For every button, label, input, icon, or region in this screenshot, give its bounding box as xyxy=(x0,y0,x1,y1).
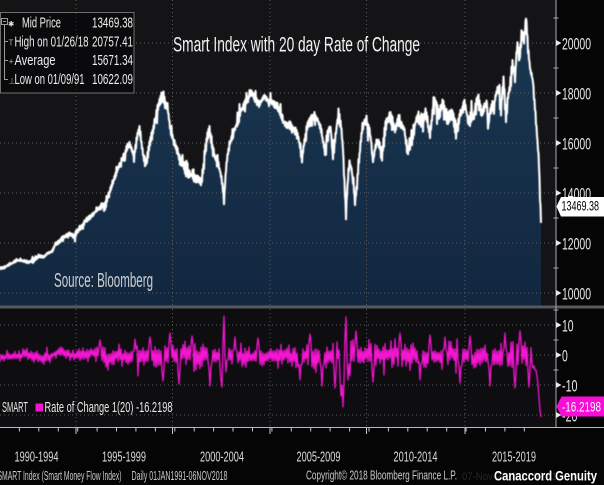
svg-text:20000: 20000 xyxy=(562,34,591,53)
svg-text:+: + xyxy=(9,57,14,67)
svg-text:Smart Index with 20 day Rate o: Smart Index with 20 day Rate of Change xyxy=(173,34,420,57)
svg-text:2015-2019: 2015-2019 xyxy=(492,450,536,466)
svg-text:2005-2009: 2005-2009 xyxy=(297,450,341,466)
svg-text:✱: ✱ xyxy=(8,20,15,29)
svg-text:Copyright© 2018 Bloomberg Fina: Copyright© 2018 Bloomberg Finance L.P. xyxy=(306,469,457,483)
svg-text:0: 0 xyxy=(562,346,568,365)
svg-text:Average: Average xyxy=(15,53,56,69)
svg-text:-16.2198: -16.2198 xyxy=(562,400,601,415)
svg-text:1995-1999: 1995-1999 xyxy=(102,450,146,466)
svg-text:-10: -10 xyxy=(562,376,578,395)
svg-text:12000: 12000 xyxy=(562,234,591,253)
svg-text:13469.38: 13469.38 xyxy=(562,199,600,214)
svg-text:10000: 10000 xyxy=(562,284,591,303)
svg-text:⊥: ⊥ xyxy=(9,77,16,86)
svg-text:Low on 01/09/91: Low on 01/09/91 xyxy=(15,72,85,88)
svg-text:Daily 01JAN1991-06NOV2018: Daily 01JAN1991-06NOV2018 xyxy=(132,469,228,483)
svg-text:16000: 16000 xyxy=(562,134,591,153)
svg-text:High on 01/26/18: High on 01/26/18 xyxy=(15,34,89,50)
svg-text:2000-2004: 2000-2004 xyxy=(200,450,244,466)
svg-text:Rate of Change 1(20) -16.2198: Rate of Change 1(20) -16.2198 xyxy=(45,400,173,416)
svg-text:15671.34: 15671.34 xyxy=(92,53,133,69)
svg-text:1990-1994: 1990-1994 xyxy=(15,450,59,466)
svg-text:18000: 18000 xyxy=(562,84,591,103)
svg-text:Mid Price: Mid Price xyxy=(22,16,61,32)
svg-text:SMART Index (Smart Money Flow: SMART Index (Smart Money Flow Index) xyxy=(0,469,121,483)
svg-text:13469.38: 13469.38 xyxy=(92,16,133,32)
svg-text:10: 10 xyxy=(562,316,574,335)
svg-text:20757.41: 20757.41 xyxy=(92,34,133,50)
svg-text:Source: Bloomberg: Source: Bloomberg xyxy=(54,270,153,292)
svg-text:SMART: SMART xyxy=(2,400,28,416)
svg-text:10622.09: 10622.09 xyxy=(92,72,133,88)
svg-text:2010-2014: 2010-2014 xyxy=(394,450,438,466)
svg-text:Canaccord Genuity: Canaccord Genuity xyxy=(494,468,597,484)
svg-text:07-Nov-2018 16:02:41: 07-Nov-2018 16:02:41 xyxy=(462,471,557,483)
svg-text:T: T xyxy=(9,39,14,48)
